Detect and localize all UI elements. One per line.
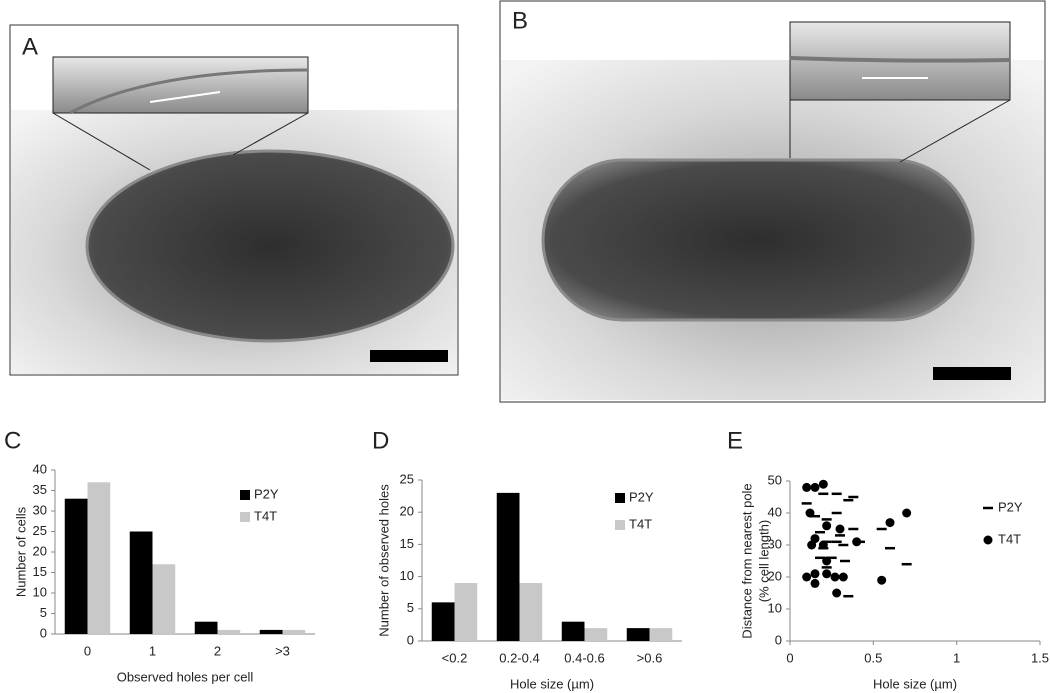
- point: [810, 482, 820, 492]
- y-tick-label: 10: [768, 600, 782, 615]
- y-tick-label: 0: [775, 632, 782, 647]
- legend-label: P2Y: [629, 489, 654, 504]
- x-tick-label: 1: [149, 643, 156, 658]
- point: [852, 537, 862, 547]
- y-axis-label: (% cell length): [756, 520, 771, 602]
- point: [902, 508, 912, 518]
- x-tick-label: 0.2-0.4: [499, 650, 539, 665]
- point: [807, 540, 817, 550]
- y-tick-label: 30: [33, 502, 47, 517]
- point: [802, 572, 812, 582]
- legend-label: T4T: [629, 516, 652, 531]
- y-tick-label: 10: [400, 568, 414, 583]
- bar: [649, 628, 673, 641]
- y-tick-label: 15: [400, 536, 414, 551]
- point: [822, 521, 832, 531]
- legend-swatch: [240, 490, 250, 500]
- legend-label: P2Y: [998, 499, 1023, 514]
- x-tick-label: <0.2: [442, 650, 468, 665]
- y-tick-label: 25: [33, 523, 47, 538]
- bar: [282, 629, 306, 634]
- y-axis-label: Number of observed holes: [376, 484, 391, 637]
- point: [802, 482, 812, 492]
- point: [877, 575, 887, 585]
- bar: [519, 583, 543, 641]
- y-tick-label: 5: [407, 600, 414, 615]
- bar: [217, 629, 241, 634]
- legend-label: T4T: [254, 508, 277, 523]
- y-tick-label: 10: [33, 584, 47, 599]
- x-tick-label: 0: [786, 650, 793, 665]
- bar: [259, 629, 283, 634]
- x-axis-label: Hole size (µm): [510, 676, 594, 691]
- x-tick-label: 0: [84, 643, 91, 658]
- point: [818, 540, 828, 550]
- panel-label: A: [22, 33, 38, 60]
- point: [822, 569, 832, 579]
- y-tick-label: 20: [400, 504, 414, 519]
- legend-label: T4T: [998, 531, 1021, 546]
- panel-label: C: [4, 427, 21, 454]
- point: [810, 569, 820, 579]
- x-tick-label: 0.4-0.6: [564, 650, 604, 665]
- point: [810, 578, 820, 588]
- x-tick-label: >0.6: [637, 650, 663, 665]
- bar: [584, 628, 608, 641]
- legend-swatch: [615, 520, 625, 530]
- point: [818, 479, 828, 489]
- y-tick-label: 0: [40, 625, 47, 640]
- panel-label: B: [512, 7, 528, 34]
- legend-swatch: [240, 512, 250, 522]
- x-tick-label: 0.5: [864, 650, 882, 665]
- y-tick-label: 20: [768, 568, 782, 583]
- y-tick-label: 40: [33, 461, 47, 476]
- y-axis-label: Number of cells: [13, 506, 28, 597]
- micrograph-a: A: [9, 24, 459, 376]
- point: [822, 556, 832, 566]
- point: [885, 518, 895, 528]
- legend-marker: [983, 535, 993, 545]
- panel-label: E: [727, 427, 743, 454]
- point: [838, 572, 848, 582]
- point: [832, 588, 842, 598]
- bar: [129, 531, 153, 634]
- point: [830, 572, 840, 582]
- bar: [87, 482, 111, 634]
- bar: [626, 628, 650, 641]
- bar: [64, 498, 88, 634]
- x-axis-label: Hole size (µm): [873, 676, 957, 691]
- x-tick-label: 1: [953, 650, 960, 665]
- y-tick-label: 15: [33, 564, 47, 579]
- y-tick-label: 35: [33, 482, 47, 497]
- y-tick-label: 25: [400, 471, 414, 486]
- bar: [431, 602, 455, 641]
- point: [805, 508, 815, 518]
- legend-swatch: [615, 493, 625, 503]
- x-axis-label: Observed holes per cell: [117, 669, 254, 684]
- micrograph-b: B: [499, 0, 1046, 403]
- x-tick-label: 2: [214, 643, 221, 658]
- legend-label: P2Y: [254, 486, 279, 501]
- point: [835, 524, 845, 534]
- y-tick-label: 5: [40, 605, 47, 620]
- x-tick-label: >3: [275, 643, 290, 658]
- bar: [152, 564, 176, 634]
- x-tick-label: 1.5: [1031, 650, 1049, 665]
- y-tick-label: 20: [33, 543, 47, 558]
- y-tick-label: 40: [768, 504, 782, 519]
- y-axis-label: Distance from nearest pole: [739, 483, 754, 638]
- bar: [561, 621, 585, 641]
- y-tick-label: 30: [768, 536, 782, 551]
- y-tick-label: 50: [768, 472, 782, 487]
- bar: [194, 621, 218, 634]
- panel-label: D: [372, 427, 389, 454]
- bar: [454, 583, 478, 641]
- bar: [496, 492, 520, 641]
- y-tick-label: 0: [407, 632, 414, 647]
